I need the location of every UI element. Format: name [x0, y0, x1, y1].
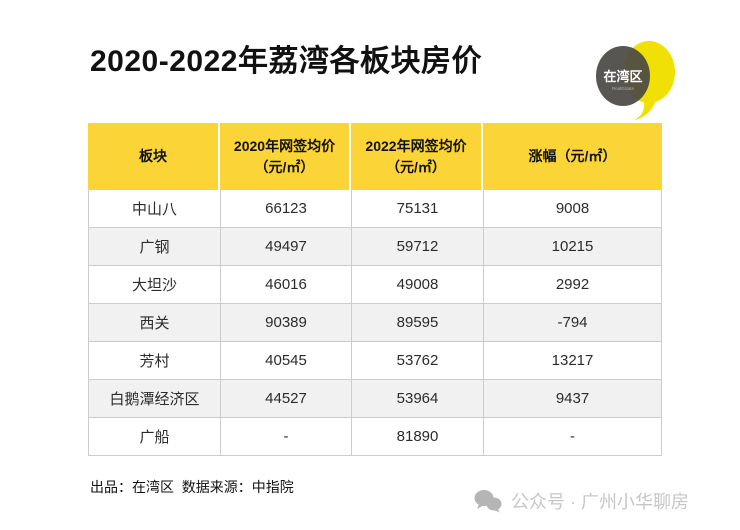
table-row: 广船 - 81890 - — [89, 418, 661, 456]
logo-bubble-tail — [634, 96, 657, 120]
cell-district: 大坦沙 — [89, 266, 221, 303]
table-row: 白鹅潭经济区 44527 53964 9437 — [89, 380, 661, 418]
table-header-row: 板块 2020年网签均价 （元/㎡） 2022年网签均价 （元/㎡） 涨幅（元/… — [88, 123, 662, 190]
cell-change: 2992 — [555, 276, 590, 293]
cell-district: 白鹅潭经济区 — [89, 380, 221, 417]
cell-price-2022: 49008 — [352, 266, 484, 303]
cell-price-2020: 44527 — [221, 380, 352, 417]
cell-district: 广钢 — [89, 228, 221, 265]
cell-price-2020: 40545 — [221, 342, 352, 379]
header-cell-price-2022: 2022年网签均价 （元/㎡） — [351, 123, 483, 190]
cell-district: 芳村 — [89, 342, 221, 379]
cell-price-2022: 59712 — [352, 228, 484, 265]
header-line: （元/㎡） — [386, 158, 446, 175]
cell-district: 中山八 — [89, 190, 221, 227]
cell-price-2022: 81890 — [352, 418, 484, 455]
table-row: 中山八 66123 75131 9008 — [89, 190, 661, 228]
price-table: 板块 2020年网签均价 （元/㎡） 2022年网签均价 （元/㎡） 涨幅（元/… — [88, 123, 662, 456]
source-credit: 出品：在湾区 数据来源：中指院 — [90, 479, 294, 495]
cell-change: - — [570, 428, 575, 445]
cell-price-2022: 53762 — [352, 342, 484, 379]
logo-dark-circle — [596, 46, 650, 106]
cell-district: 西关 — [89, 304, 221, 341]
cell-price-2022: 75131 — [352, 190, 484, 227]
table-row: 西关 90389 89595 -794 — [89, 304, 661, 342]
wechat-icon — [474, 490, 502, 513]
cell-price-2020: 49497 — [221, 228, 352, 265]
table-row: 广钢 49497 59712 10215 — [89, 228, 661, 266]
cell-change: -794 — [557, 314, 588, 331]
header-line: 板块 — [139, 148, 167, 165]
header-line: 2022年网签均价 — [365, 138, 467, 155]
header-cell-price-2020: 2020年网签均价 （元/㎡） — [220, 123, 351, 190]
header-line: （元/㎡） — [254, 158, 315, 175]
table-body: 中山八 66123 75131 9008 广钢 49497 59712 1021… — [88, 190, 662, 456]
header-cell-change: 涨幅（元/㎡） — [483, 123, 662, 190]
table-row: 大坦沙 46016 49008 2992 — [89, 266, 661, 304]
cell-price-2022: 53964 — [352, 380, 484, 417]
cell-change: 9008 — [555, 200, 590, 217]
cell-change: 10215 — [551, 238, 594, 255]
cell-change: 13217 — [551, 352, 594, 369]
cell-price-2020: 46016 — [221, 266, 352, 303]
zaiwanqu-logo-icon: 在湾区 RealEstate — [596, 41, 675, 120]
logo-text: 在湾区 — [603, 69, 642, 84]
cell-change: 9437 — [555, 390, 590, 407]
cell-price-2022: 89595 — [352, 304, 484, 341]
cell-price-2020: - — [221, 418, 352, 455]
watermark-text: 公众号 · 广州小华聊房 — [511, 492, 689, 512]
logo-subtext: RealEstate — [612, 86, 635, 91]
cell-price-2020: 66123 — [221, 190, 352, 227]
header-line: 2020年网签均价 — [233, 138, 336, 155]
table-row: 芳村 40545 53762 13217 — [89, 342, 661, 380]
page-title: 2020-2022年荔湾各板块房价 — [90, 45, 482, 78]
cell-price-2020: 90389 — [221, 304, 352, 341]
zaiwanqu-logo: 在湾区 RealEstate — [596, 36, 680, 124]
header-line: 涨幅（元/㎡） — [528, 148, 617, 165]
cell-district: 广船 — [89, 418, 221, 455]
wechat-watermark: 公众号 · 广州小华聊房 — [474, 488, 689, 514]
header-cell-district: 板块 — [88, 123, 220, 190]
